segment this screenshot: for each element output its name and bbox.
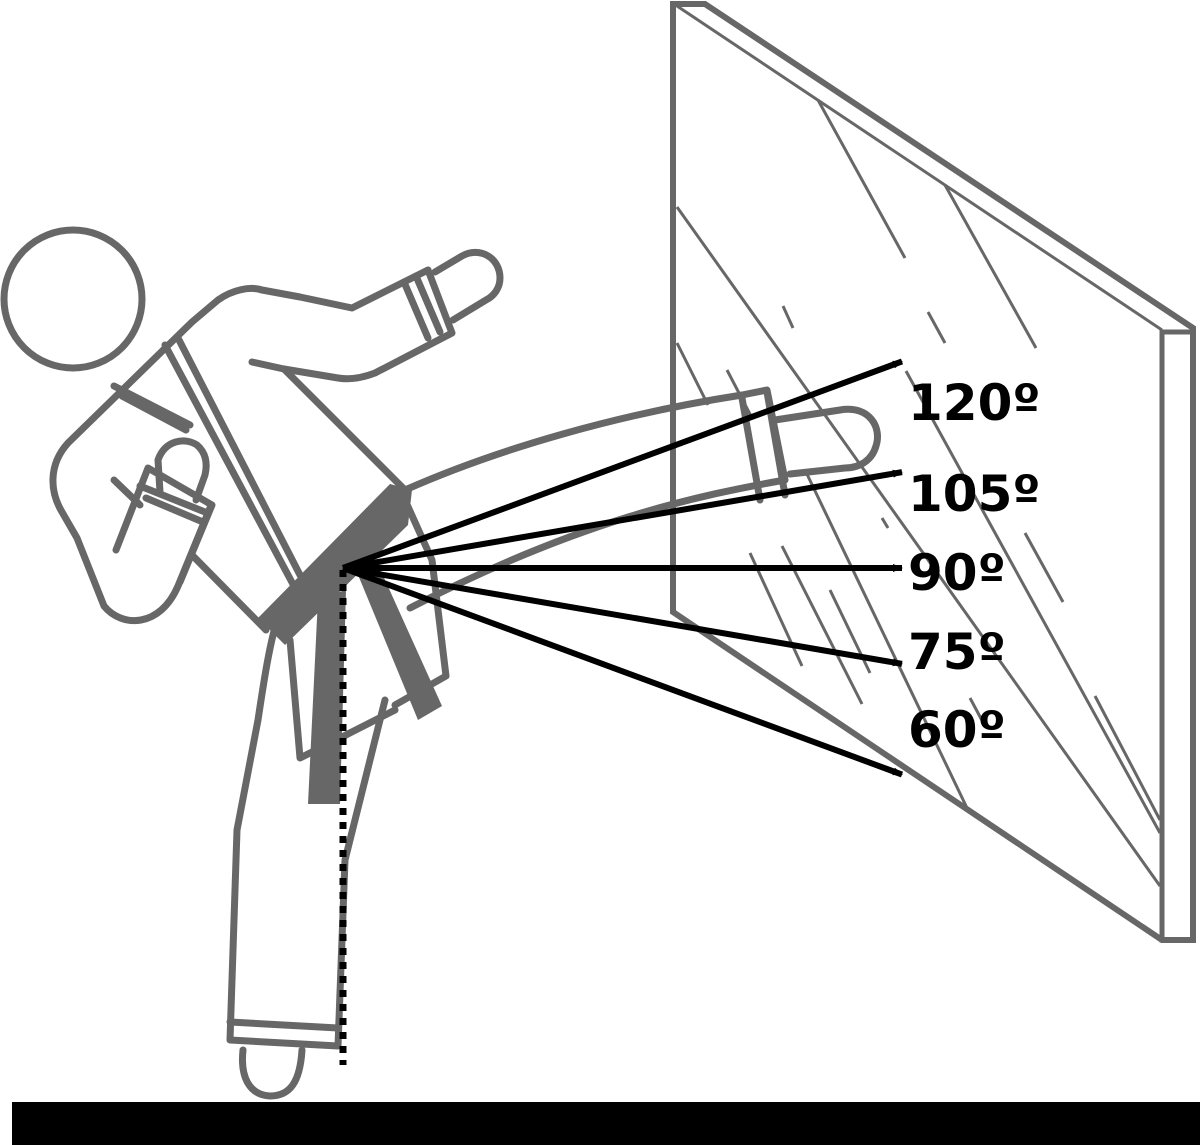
- front-fist: [431, 248, 504, 324]
- supporting-leg: [226, 606, 389, 1050]
- torso: [49, 266, 456, 624]
- angle-label-75: 75º: [908, 623, 1006, 681]
- angle-label-105: 105º: [908, 465, 1041, 523]
- front-arm-inner: [248, 358, 288, 373]
- angle-label-60: 60º: [908, 701, 1006, 759]
- floor: [12, 1102, 1200, 1145]
- angle-arrows: [341, 358, 904, 778]
- gi-lapel: [161, 334, 304, 592]
- belt-tail-left: [308, 590, 346, 804]
- angle-arrow-60: [341, 565, 904, 778]
- angle-label-90: 90º: [908, 544, 1006, 602]
- rear-sleeve: [136, 482, 209, 526]
- supporting-foot: [238, 1046, 306, 1100]
- rear-arm: [110, 382, 194, 434]
- angle-arrow-105: [342, 469, 903, 571]
- front-cuff: [400, 272, 444, 342]
- belt-tail-right: [356, 560, 442, 720]
- angle-arrow-120: [341, 358, 904, 571]
- mirror-top-inner: [676, 4, 1163, 332]
- rear-forearm: [110, 464, 216, 586]
- angle-labels: 120º 105º 90º 75º 60º: [908, 374, 1041, 759]
- belt-band: [258, 484, 412, 645]
- support-pant-cuff: [226, 1018, 342, 1032]
- angle-label-120: 120º: [908, 374, 1041, 432]
- rear-fist: [154, 437, 210, 504]
- karateka-figure: [0, 226, 881, 1100]
- kicking-foot: [771, 405, 881, 478]
- mirror-edge: [1159, 329, 1196, 943]
- angle-arrow-75: [342, 565, 903, 667]
- head: [0, 226, 146, 372]
- gi-back: [280, 365, 409, 494]
- gi-lower-body: [188, 551, 270, 634]
- belt: [258, 484, 442, 804]
